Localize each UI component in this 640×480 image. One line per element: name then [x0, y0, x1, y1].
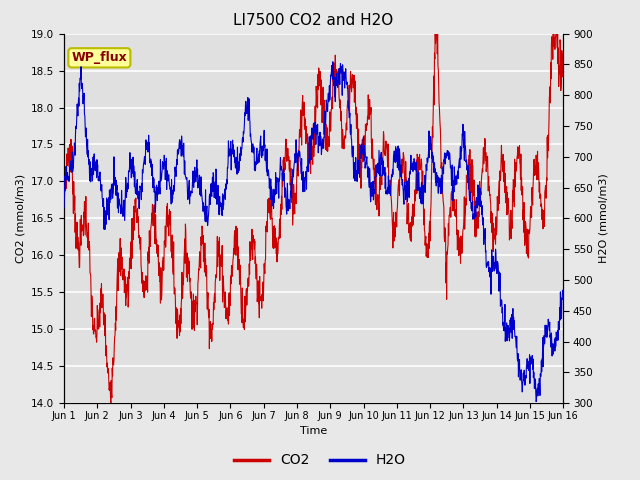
Text: WP_flux: WP_flux [72, 51, 127, 64]
X-axis label: Time: Time [300, 426, 327, 436]
Legend: CO2, H2O: CO2, H2O [228, 448, 412, 473]
Y-axis label: CO2 (mmol/m3): CO2 (mmol/m3) [15, 174, 26, 263]
Title: LI7500 CO2 and H2O: LI7500 CO2 and H2O [234, 13, 394, 28]
Y-axis label: H2O (mmol/m3): H2O (mmol/m3) [598, 174, 608, 263]
